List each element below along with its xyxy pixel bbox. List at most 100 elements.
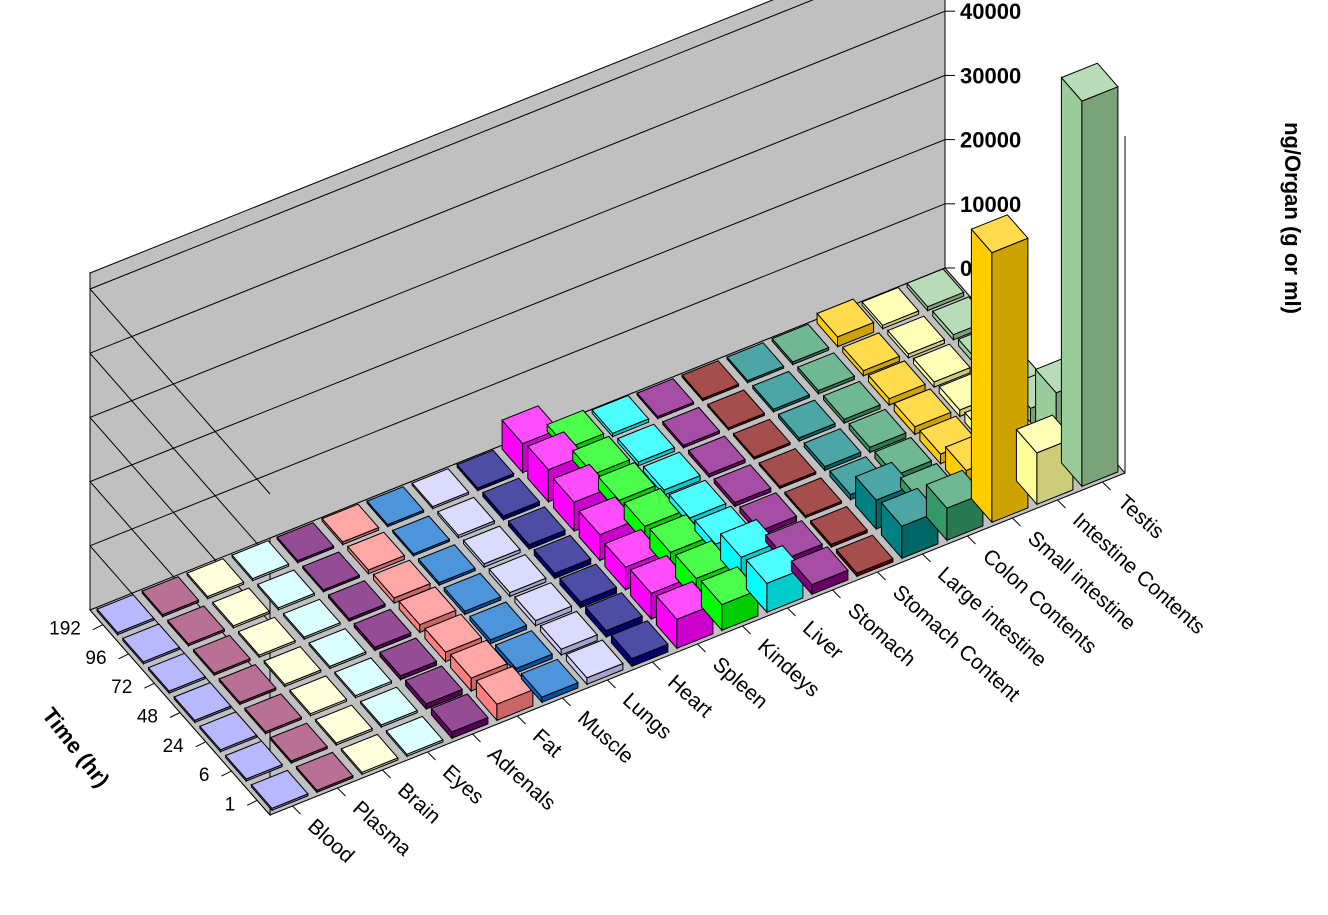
bar [244, 693, 303, 736]
bar [816, 298, 875, 348]
bar [359, 686, 419, 729]
category-tick [517, 715, 526, 725]
bar [925, 469, 984, 542]
z-tick-label: 20000 [960, 128, 1021, 153]
bar [848, 408, 907, 454]
bar-top [867, 360, 926, 400]
bar [263, 646, 322, 688]
bar-top [597, 461, 656, 501]
bar [462, 525, 521, 569]
bar-top [224, 740, 284, 780]
z-tick-label: 10000 [960, 192, 1021, 217]
bar [796, 352, 856, 396]
time-tick-label: 72 [111, 677, 132, 698]
bar-top [751, 370, 811, 410]
bar [790, 546, 849, 596]
category-tick [967, 535, 976, 545]
bar-top [456, 449, 515, 489]
bar [411, 468, 470, 510]
bar-top [340, 733, 399, 773]
bar-top [687, 435, 746, 475]
bar-top [758, 448, 817, 487]
bar-face [1060, 76, 1083, 488]
bar-top [835, 534, 894, 574]
bar [809, 506, 869, 549]
bar [475, 665, 534, 722]
bar [199, 711, 258, 754]
bar [841, 332, 901, 378]
bar-top [366, 486, 425, 526]
bar [141, 576, 200, 618]
bar-top [681, 360, 740, 400]
z-axis-tick-labels: 01000020000300004000050000 [960, 0, 1021, 281]
bar-top [636, 378, 695, 418]
bar [327, 580, 386, 623]
bar [314, 704, 374, 747]
bar [340, 733, 399, 776]
bar-top [449, 639, 509, 679]
bar-top [578, 496, 637, 536]
bar [706, 389, 766, 432]
bar-top [745, 545, 804, 584]
bar [745, 545, 804, 614]
bar-top [282, 598, 341, 638]
bar [224, 740, 284, 783]
bar-top [841, 332, 901, 372]
category-tick [877, 571, 886, 581]
bar [713, 464, 772, 508]
bar-top [391, 515, 451, 555]
bar-top [552, 463, 611, 503]
bar-top [507, 506, 566, 546]
bar [456, 449, 515, 492]
bar [424, 613, 483, 664]
bar-top [784, 477, 843, 517]
bar [507, 506, 566, 551]
bar-top [655, 581, 714, 620]
bar [276, 522, 335, 564]
bar [822, 380, 881, 425]
bar [514, 582, 573, 628]
bar-top [379, 637, 438, 677]
bar-top [314, 704, 374, 744]
bar-top [501, 405, 560, 445]
bar-top [893, 388, 952, 428]
bar [385, 715, 444, 758]
bar [379, 637, 438, 682]
bar-top [166, 605, 226, 645]
bar-top [404, 665, 464, 705]
bar-top [771, 323, 830, 363]
bar [835, 534, 894, 578]
bar-top [719, 518, 779, 558]
bar-top [469, 601, 528, 641]
bar [308, 628, 367, 670]
bar [430, 693, 489, 740]
bar-top [591, 394, 650, 434]
bar-top [494, 630, 554, 670]
bar-top [334, 657, 393, 697]
bar-top [912, 343, 971, 383]
bar [520, 658, 579, 704]
bar-top [668, 479, 727, 519]
bar [533, 534, 592, 580]
bar [481, 477, 541, 522]
bar [121, 623, 181, 666]
category-tick [562, 697, 571, 707]
category-tick [427, 751, 436, 761]
bar-top [308, 628, 367, 667]
bar-top [584, 592, 644, 632]
bar [1015, 414, 1074, 506]
bar [771, 323, 830, 366]
bar-top [289, 675, 348, 715]
bar-top [809, 506, 869, 545]
bar [539, 610, 599, 657]
bar-top [199, 711, 258, 751]
bar-top [777, 399, 836, 439]
time-tick-label: 1 [225, 794, 236, 815]
bar [751, 370, 811, 414]
time-tick [118, 653, 129, 660]
category-tick [787, 607, 796, 617]
bar [886, 315, 946, 360]
bar-top [732, 418, 791, 458]
bar-top [346, 531, 406, 571]
